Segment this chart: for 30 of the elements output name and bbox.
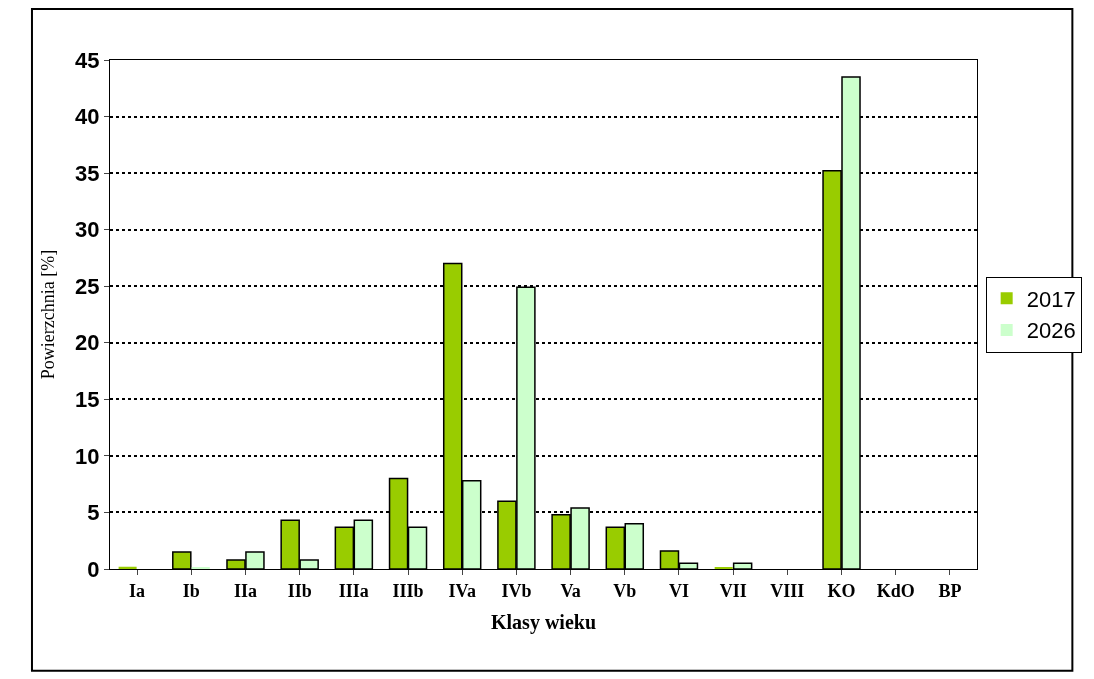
- x-tick-label: Va: [560, 580, 581, 601]
- x-tick-label: VII: [719, 580, 747, 601]
- x-tick-label: IIIb: [392, 580, 424, 601]
- x-tick-label: IIIa: [338, 580, 369, 601]
- y-tick-label: 0: [87, 556, 100, 582]
- x-tick-label: Ib: [182, 580, 200, 601]
- x-axis-title: Klasy wieku: [490, 611, 597, 635]
- legend-label: 2017: [1026, 286, 1076, 312]
- x-tick-label: IIb: [287, 580, 312, 601]
- x-tick-label: VIII: [770, 580, 805, 601]
- x-tick-label: IVb: [501, 580, 532, 601]
- x-tick-label: IIa: [233, 580, 257, 601]
- y-tick-label: 40: [75, 104, 100, 130]
- y-tick-label: 5: [87, 500, 100, 526]
- y-tick-label: 45: [75, 47, 100, 73]
- legend-label: 2026: [1026, 318, 1076, 344]
- y-tick-label: 15: [75, 387, 100, 413]
- x-tick-label: Vb: [613, 580, 637, 601]
- x-tick-label: BP: [938, 580, 962, 601]
- x-tick-label: KO: [827, 580, 856, 601]
- y-tick-label: 20: [75, 330, 100, 356]
- x-tick-label: Ia: [129, 580, 146, 601]
- y-tick-label: 25: [75, 273, 100, 299]
- x-tick-label: IVa: [448, 580, 476, 601]
- y-axis-title: Powierzchnia [%]: [38, 249, 59, 380]
- y-tick-label: 30: [75, 217, 100, 243]
- x-tick-label: VI: [668, 580, 689, 601]
- y-tick-label: 35: [75, 160, 100, 186]
- x-tick-label: KdO: [876, 580, 915, 601]
- y-tick-label: 10: [75, 443, 100, 469]
